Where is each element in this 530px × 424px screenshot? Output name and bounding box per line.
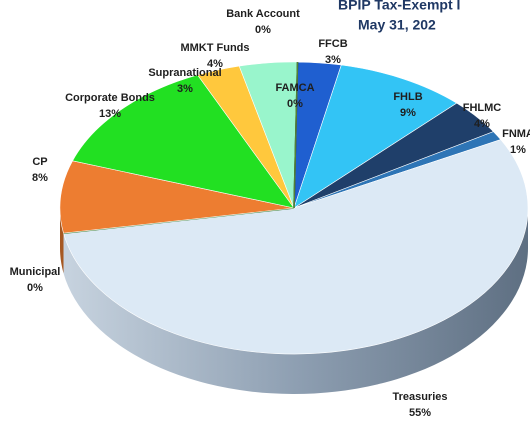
- slice: [59, 160, 295, 234]
- pie: [59, 61, 529, 395]
- slice-label: Supranational: [148, 67, 221, 79]
- slice-side: [63, 208, 528, 395]
- slice-label: Municipal: [10, 266, 61, 278]
- slice-label: MMKT Funds: [180, 42, 249, 54]
- chart-title: BPIP Tax-Exempt I: [338, 0, 460, 13]
- slice-value-label: 3%: [325, 54, 341, 66]
- slice-value-label: 0%: [287, 98, 303, 110]
- slice-value-label: 13%: [99, 108, 121, 120]
- slice-label: FFCB: [318, 38, 347, 50]
- slice-value-label: 0%: [255, 24, 271, 36]
- slice-value-label: 3%: [177, 83, 193, 95]
- slice-label: CP: [32, 156, 47, 168]
- slice-value-label: 0%: [27, 282, 43, 294]
- slice-label: FAMCA: [275, 82, 314, 94]
- slice-label: Bank Account: [226, 8, 300, 20]
- slice-value-label: 4%: [474, 118, 490, 130]
- slice: [293, 61, 299, 209]
- slice-label: FHLMC: [463, 102, 502, 114]
- slice: [293, 64, 458, 209]
- slice-value-label: 8%: [32, 172, 48, 184]
- slice-value-label: 4%: [207, 58, 223, 70]
- slice: [72, 74, 295, 209]
- slice-label: FNMA: [502, 128, 530, 140]
- slice-value-label: 55%: [409, 407, 431, 419]
- chart-subtitle: May 31, 202: [358, 17, 436, 33]
- slice-label: Corporate Bonds: [65, 92, 155, 104]
- slice-side: [60, 208, 64, 274]
- slice: [63, 139, 529, 355]
- slice-label: FHLB: [393, 91, 422, 103]
- slice-label: Treasuries: [392, 391, 447, 403]
- slice-value-label: 9%: [400, 107, 416, 119]
- slice-value-label: 1%: [510, 144, 526, 156]
